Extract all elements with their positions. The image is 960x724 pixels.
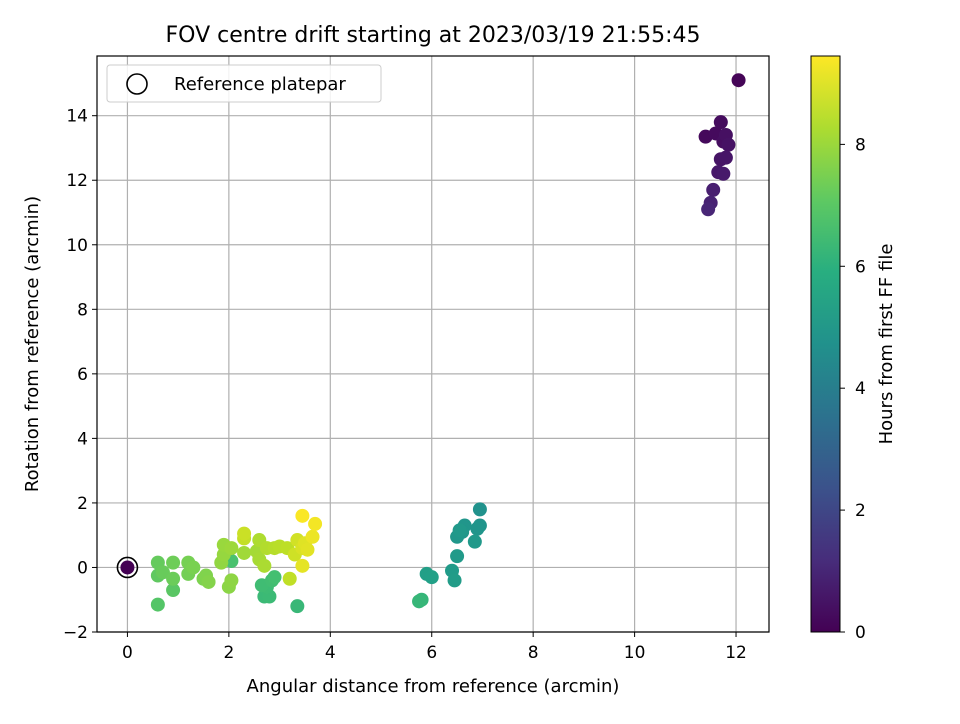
colorbar-tick-label: 0 xyxy=(855,623,866,643)
y-axis-label: Rotation from reference (arcmin) xyxy=(22,196,43,492)
data-point xyxy=(224,573,239,588)
data-point xyxy=(237,545,252,560)
y-tick-label: 6 xyxy=(77,365,88,385)
data-point xyxy=(300,542,315,557)
colorbar xyxy=(810,55,841,633)
data-point xyxy=(282,571,297,586)
data-point xyxy=(706,182,721,197)
colorbar-tick-label: 8 xyxy=(855,135,866,155)
data-point xyxy=(166,555,181,570)
data-point xyxy=(120,560,135,575)
y-tick-label: 10 xyxy=(66,236,88,256)
data-point xyxy=(295,558,310,573)
y-tick-label: −2 xyxy=(63,623,88,643)
data-point xyxy=(308,516,323,531)
x-tick-label: 0 xyxy=(122,643,133,663)
x-tick-label: 4 xyxy=(325,643,336,663)
y-tick-label: 2 xyxy=(77,494,88,514)
data-point xyxy=(224,541,239,556)
colorbar-tick-label: 6 xyxy=(855,257,866,277)
axis-ticks: 0 2 4 6 8 10 12 −2 0 2 4 6 8 10 12 14 xyxy=(63,107,747,663)
y-tick-label: 14 xyxy=(66,107,88,127)
data-point xyxy=(716,166,731,181)
data-point xyxy=(447,573,462,588)
legend: Reference platepar xyxy=(106,64,382,103)
x-axis-label: Angular distance from reference (arcmin) xyxy=(247,676,620,697)
data-markers xyxy=(116,73,746,614)
data-point xyxy=(452,523,467,538)
legend-box xyxy=(106,64,382,103)
x-tick-label: 12 xyxy=(725,643,747,663)
colorbar-label: Hours from first FF file xyxy=(876,244,897,445)
data-point xyxy=(237,526,252,541)
x-tick-label: 10 xyxy=(624,643,646,663)
y-tick-label: 12 xyxy=(66,171,88,191)
colorbar-ticks: 0 2 4 6 8 xyxy=(840,135,866,643)
x-tick-label: 6 xyxy=(426,643,437,663)
y-tick-label: 0 xyxy=(77,558,88,578)
chart-title: FOV centre drift starting at 2023/03/19 … xyxy=(166,23,701,48)
data-point xyxy=(150,597,165,612)
y-tick-label: 8 xyxy=(77,300,88,320)
data-point xyxy=(295,508,310,523)
data-point xyxy=(701,202,716,217)
y-tick-label: 4 xyxy=(77,429,88,449)
data-point xyxy=(472,502,487,517)
data-point xyxy=(166,583,181,598)
data-point xyxy=(718,150,733,165)
legend-reference-marker xyxy=(126,73,148,95)
data-point xyxy=(267,570,282,585)
data-point xyxy=(470,521,485,536)
data-point xyxy=(305,529,320,544)
plot-frame xyxy=(96,55,770,633)
colorbar-tick-label: 2 xyxy=(855,501,866,521)
x-tick-label: 2 xyxy=(223,643,234,663)
reference-platepar-marker xyxy=(116,556,139,579)
data-point xyxy=(467,534,482,549)
data-point xyxy=(424,570,439,585)
data-point xyxy=(731,73,746,88)
data-point xyxy=(257,558,272,573)
data-point xyxy=(166,571,181,586)
data-point xyxy=(186,560,201,575)
data-point xyxy=(290,599,305,614)
data-point xyxy=(412,594,427,609)
legend-reference-label: Reference platepar xyxy=(174,74,346,95)
data-point xyxy=(155,565,170,580)
colorbar-tick-label: 4 xyxy=(855,379,866,399)
data-point xyxy=(450,549,465,564)
data-point xyxy=(721,137,736,152)
data-point xyxy=(201,574,216,589)
data-point xyxy=(713,115,728,130)
x-tick-label: 8 xyxy=(528,643,539,663)
